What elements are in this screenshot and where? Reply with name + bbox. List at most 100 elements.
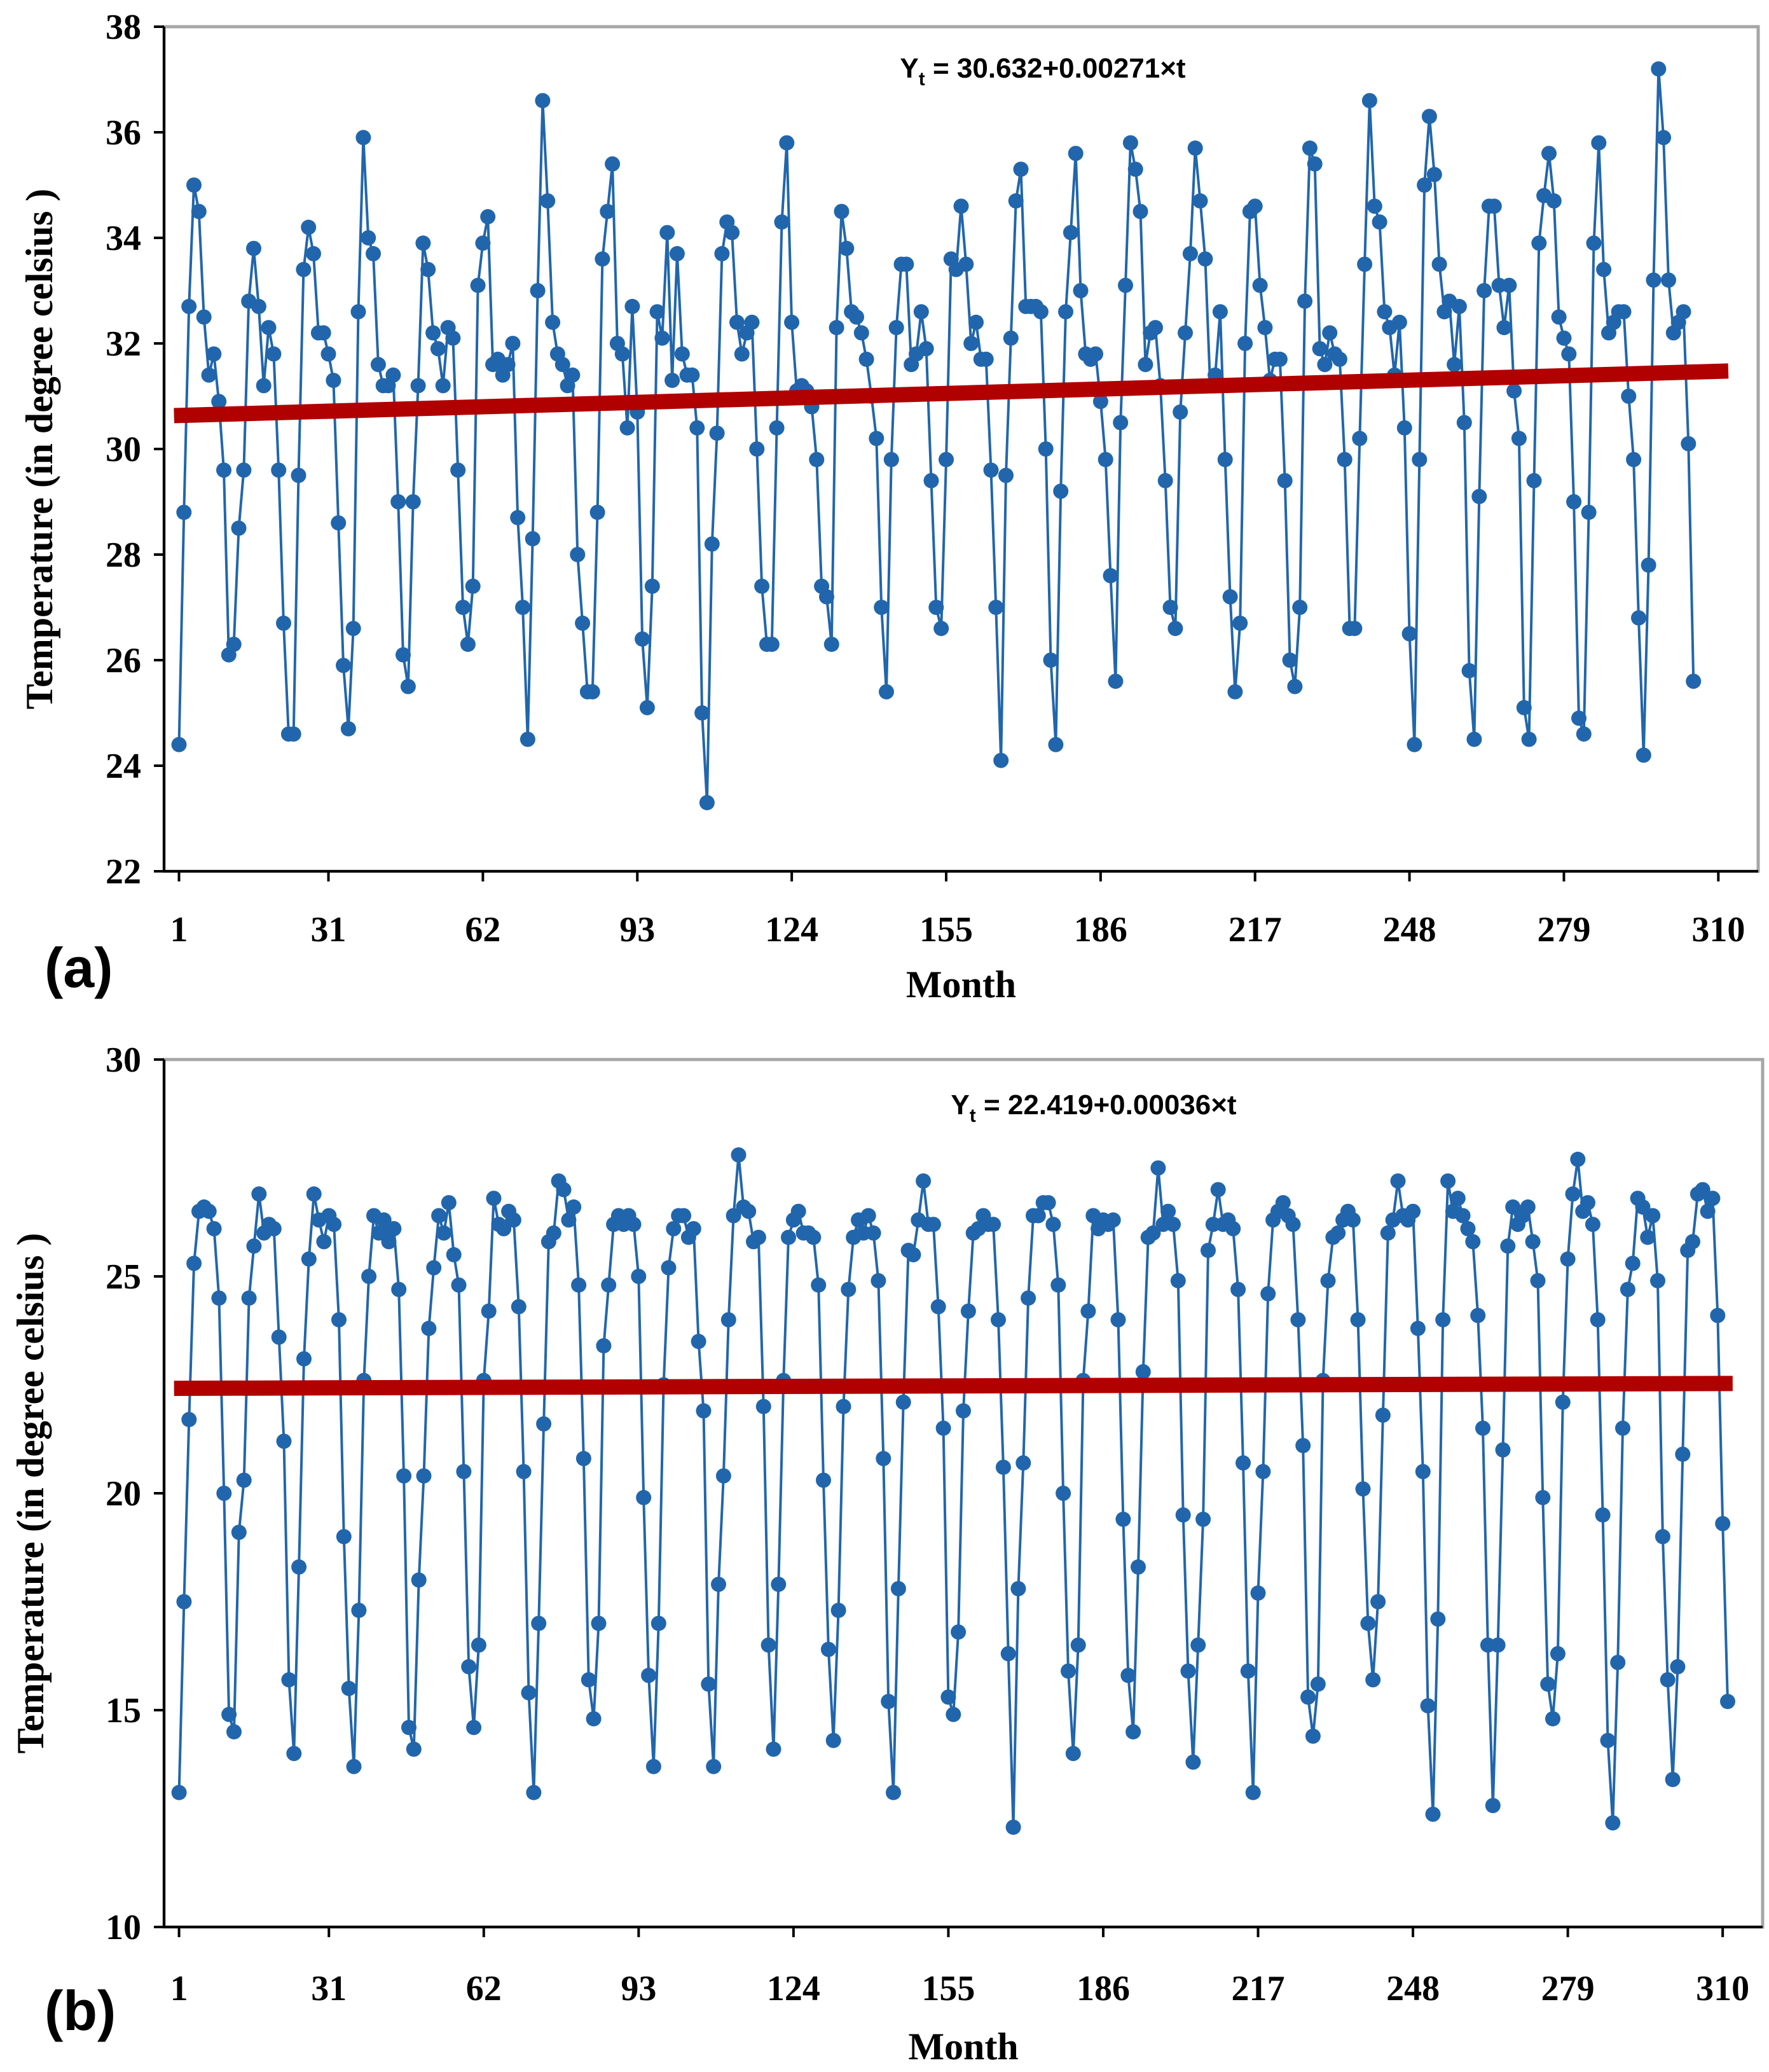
data-point <box>1430 1611 1446 1627</box>
data-point <box>869 431 884 446</box>
data-point <box>1640 1229 1656 1245</box>
data-point <box>1250 1585 1266 1601</box>
data-point <box>1656 130 1672 146</box>
data-point <box>860 1208 876 1224</box>
data-point <box>1720 1694 1735 1709</box>
data-point <box>995 1460 1011 1475</box>
data-point <box>1030 1208 1046 1224</box>
data-point <box>1125 1724 1141 1740</box>
data-point <box>650 1615 666 1631</box>
y-tick-label: 10 <box>106 1908 141 1947</box>
data-point <box>251 298 266 314</box>
data-point <box>1451 298 1467 314</box>
data-point <box>1415 1463 1431 1479</box>
data-point <box>649 304 665 320</box>
data-point <box>1132 204 1148 219</box>
y-tick-label: 30 <box>106 1040 141 1080</box>
data-point <box>505 336 521 351</box>
data-point <box>236 462 252 478</box>
data-point <box>1635 1199 1651 1215</box>
data-point <box>1456 415 1472 431</box>
data-point <box>1148 320 1163 336</box>
data-point <box>1000 1646 1016 1662</box>
data-point <box>441 1195 457 1211</box>
data-point <box>1167 621 1183 637</box>
data-point <box>1635 747 1651 763</box>
data-point <box>1222 589 1238 605</box>
data-point <box>1516 700 1532 715</box>
data-point <box>236 1472 252 1488</box>
data-point <box>1312 341 1328 357</box>
data-point <box>951 1624 967 1640</box>
data-point <box>1292 600 1308 615</box>
data-point <box>605 156 621 172</box>
data-point <box>714 245 730 261</box>
y-tick-label: 24 <box>106 747 141 786</box>
data-point <box>1138 357 1153 373</box>
data-point <box>790 1203 806 1219</box>
data-point <box>385 367 401 383</box>
data-point <box>1596 261 1612 277</box>
data-point <box>460 637 476 653</box>
data-point <box>1252 277 1268 293</box>
data-point <box>1197 251 1213 267</box>
data-point <box>1320 1273 1336 1288</box>
data-point <box>446 1247 462 1262</box>
data-point <box>1545 1711 1560 1727</box>
data-point <box>554 357 570 373</box>
data-point <box>1098 452 1113 467</box>
data-point <box>456 1463 472 1479</box>
data-point <box>1401 626 1417 642</box>
data-point <box>1180 1663 1196 1679</box>
data-point <box>1302 140 1318 156</box>
data-point <box>1190 1637 1206 1653</box>
data-point <box>1282 653 1298 668</box>
data-point <box>664 373 680 389</box>
data-point <box>589 504 605 520</box>
data-point <box>1157 473 1173 488</box>
data-point <box>876 1451 891 1467</box>
data-point <box>471 1637 486 1653</box>
data-point <box>1166 1217 1181 1233</box>
data-point <box>1645 1208 1661 1224</box>
data-point <box>1352 431 1368 446</box>
data-point <box>1332 351 1347 367</box>
data-point <box>1520 1199 1536 1215</box>
data-point <box>1620 1281 1635 1297</box>
data-point <box>1108 673 1124 689</box>
data-point <box>350 304 366 320</box>
data-point <box>221 1706 237 1722</box>
data-point <box>1113 415 1129 431</box>
data-point <box>1295 1438 1311 1453</box>
data-point <box>1396 420 1412 436</box>
data-point <box>1187 140 1203 156</box>
panel-label: (a) <box>45 936 113 999</box>
data-point <box>769 420 785 436</box>
data-point <box>1045 1217 1061 1233</box>
data-point <box>1185 1754 1201 1770</box>
data-point <box>898 256 914 272</box>
y-tick-label: 20 <box>106 1474 141 1514</box>
data-point <box>1365 1672 1381 1688</box>
data-point <box>1447 357 1463 373</box>
data-point <box>1715 1516 1731 1531</box>
x-tick-label: 31 <box>311 1969 347 2008</box>
data-point <box>390 494 406 509</box>
data-point <box>1511 431 1527 446</box>
data-point <box>709 425 725 441</box>
data-point <box>591 1615 607 1631</box>
data-point <box>704 536 720 552</box>
data-point <box>1050 1277 1066 1293</box>
data-point <box>666 1221 682 1236</box>
data-point <box>641 1668 657 1683</box>
data-point <box>421 1320 437 1336</box>
data-point <box>890 1581 906 1596</box>
data-point <box>415 235 431 251</box>
data-point <box>1417 177 1433 193</box>
data-point <box>206 346 222 362</box>
data-point <box>1405 1203 1421 1219</box>
data-point <box>1236 1455 1251 1471</box>
panel-label: (b) <box>45 1979 116 2042</box>
data-point <box>1610 1655 1626 1670</box>
data-point <box>879 684 894 700</box>
